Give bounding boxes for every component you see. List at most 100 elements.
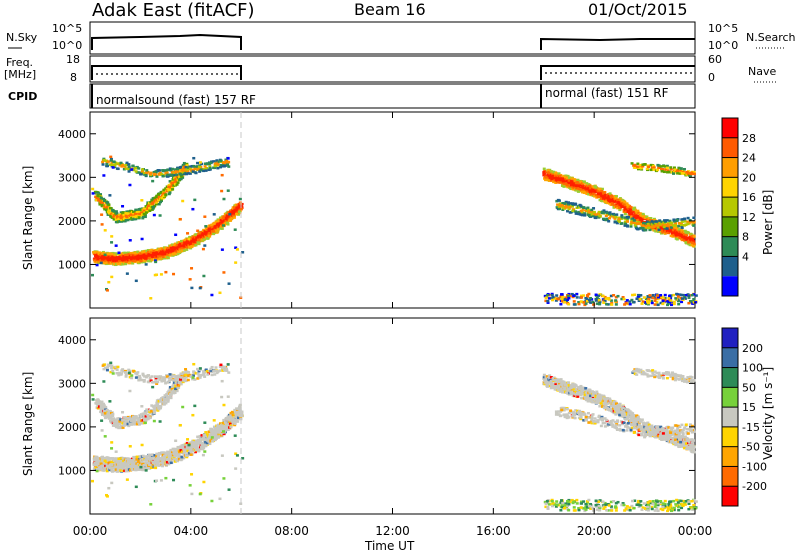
power-cell (220, 189, 224, 193)
power-cell (182, 161, 186, 165)
power-cell (222, 217, 226, 221)
velocity-cell (116, 469, 120, 473)
velocity-cell (222, 421, 226, 425)
power-cell (636, 209, 640, 213)
power-cell (665, 231, 669, 234)
power-cell (602, 301, 606, 304)
power-cell (574, 210, 578, 213)
power-cell (188, 172, 192, 175)
power-cell (662, 225, 666, 228)
velocity-cell (116, 467, 120, 471)
power-cell (637, 222, 641, 225)
power-cell (108, 194, 112, 197)
power-cell (592, 303, 596, 306)
power-cell (577, 184, 581, 188)
power-cell (593, 216, 597, 220)
power-cell (191, 242, 195, 246)
power-cell (194, 233, 198, 236)
power-cell (160, 173, 164, 176)
velocity-cell (195, 448, 199, 452)
power-cell (164, 193, 168, 197)
power-cell (675, 218, 679, 222)
power-cell (620, 217, 624, 220)
power-cell (567, 302, 571, 306)
power-cell (121, 204, 125, 208)
power-cell (601, 217, 605, 221)
velocity-cell (142, 467, 146, 470)
power-cell (193, 167, 197, 171)
power-cell (652, 166, 656, 169)
power-cell (594, 213, 598, 216)
power-cell (188, 240, 192, 243)
power-cell (162, 192, 166, 195)
power-cell (624, 301, 628, 305)
power-cell (562, 177, 566, 181)
power-cell (220, 173, 224, 177)
velocity-cell (222, 424, 226, 428)
power-cell (126, 256, 130, 259)
power-cell (137, 171, 141, 174)
power-cell (141, 215, 145, 218)
power-cell (672, 302, 676, 306)
power-cell (165, 246, 169, 250)
power-cell (623, 208, 627, 212)
power-cell (682, 167, 686, 171)
power-cell (555, 176, 559, 180)
velocity-cell (178, 446, 182, 449)
power-cell (563, 301, 567, 304)
power-cell (638, 298, 642, 301)
power-cell (222, 165, 226, 168)
power-cell (140, 199, 144, 202)
power-cell (632, 300, 636, 304)
power-cell (603, 200, 607, 203)
power-cell (171, 250, 175, 253)
power-cell (125, 272, 129, 275)
power-cell (561, 208, 565, 212)
power-cell (155, 273, 159, 276)
power-cell (161, 250, 165, 253)
power-cell (166, 186, 170, 190)
power-cell (126, 167, 130, 171)
power-cell (633, 223, 637, 227)
power-cell (202, 238, 206, 241)
power-cell (655, 294, 659, 297)
power-cell (151, 201, 155, 204)
power-cell (150, 205, 154, 209)
power-cell (99, 259, 103, 262)
power-cell (137, 208, 141, 211)
power-cell (159, 199, 163, 203)
power-cell (119, 216, 123, 220)
power-cell (176, 167, 180, 171)
power-cell (193, 235, 197, 239)
power-cell (158, 250, 162, 253)
power-cell (692, 299, 696, 303)
power-cell (670, 234, 674, 238)
power-cell (656, 297, 660, 301)
velocity-cell (126, 457, 130, 460)
power-cell (103, 253, 107, 257)
power-cell (167, 185, 171, 189)
power-cell (216, 222, 220, 226)
power-cell (229, 210, 233, 213)
velocity-cell (193, 450, 197, 454)
velocity-cell (209, 438, 213, 441)
power-cell (158, 257, 162, 260)
power-cell (570, 180, 574, 183)
velocity-cell (119, 464, 123, 468)
power-cell (614, 299, 618, 302)
power-cell (668, 226, 672, 229)
power-cell (114, 244, 118, 247)
power-cell (219, 219, 223, 222)
power-cell (688, 233, 692, 236)
power-cell (103, 229, 107, 232)
power-cell (161, 169, 165, 172)
power-cell (119, 161, 123, 165)
power-cell (222, 197, 226, 201)
power-cell (600, 199, 604, 203)
power-cell (164, 169, 168, 172)
power-cell (213, 230, 217, 233)
power-cell (637, 293, 641, 297)
power-cell (185, 241, 189, 245)
power-cell (649, 225, 653, 229)
